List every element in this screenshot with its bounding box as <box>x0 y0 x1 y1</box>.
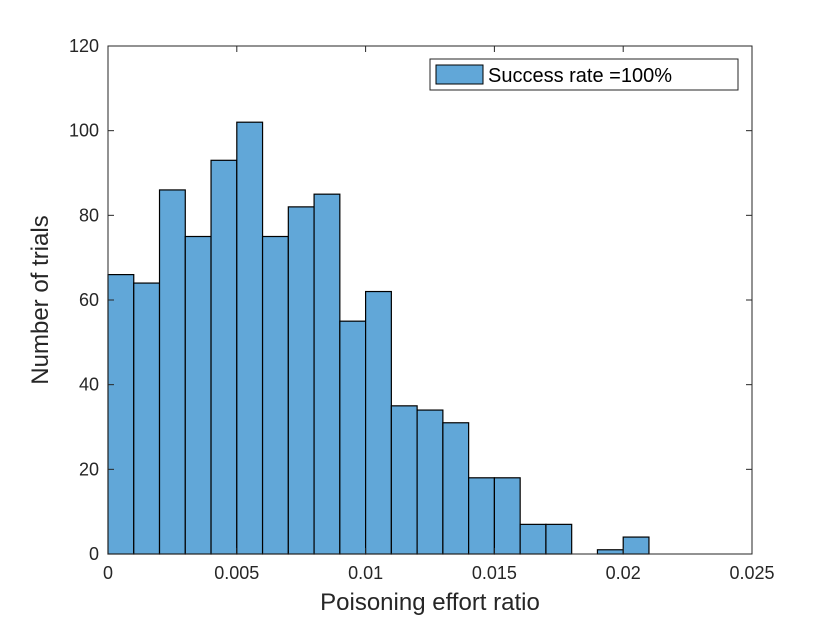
bars-group <box>107 121 650 555</box>
y-tick-label: 0 <box>89 544 99 564</box>
y-tick-label: 20 <box>79 459 99 479</box>
x-tick-label: 0.015 <box>472 563 517 583</box>
histogram-bar <box>442 422 470 555</box>
y-tick-label: 120 <box>69 36 99 56</box>
histogram-bar <box>261 235 289 555</box>
histogram-bar <box>133 282 161 555</box>
x-tick-label: 0.025 <box>729 563 774 583</box>
x-tick-label: 0 <box>103 563 113 583</box>
histogram-bar <box>519 523 547 555</box>
histogram-bar <box>236 121 264 555</box>
y-axis-label: Number of trials <box>27 215 54 384</box>
histogram-bar <box>287 206 315 555</box>
histogram-bar <box>390 405 418 555</box>
histogram-bar <box>158 189 186 555</box>
histogram-bar <box>545 523 573 555</box>
x-tick-label: 0.005 <box>214 563 259 583</box>
histogram-bar <box>493 477 521 555</box>
y-tick-label: 100 <box>69 121 99 141</box>
y-tick-label: 80 <box>79 205 99 225</box>
y-tick-label: 60 <box>79 290 99 310</box>
histogram-bar <box>622 536 650 555</box>
histogram-bar <box>184 235 212 555</box>
histogram-bar <box>107 274 135 555</box>
histogram-bar <box>210 159 238 555</box>
ticks-group: 0 0.005 0.01 0.015 0.02 0.025 0 20 40 60 80 100 120 <box>69 36 775 583</box>
histogram-bar <box>468 477 496 555</box>
histogram-bar <box>365 290 392 555</box>
legend-swatch <box>435 64 484 85</box>
legend: Success rate =100% <box>429 58 739 91</box>
histogram-bar <box>313 193 341 555</box>
x-tick-label: 0.01 <box>348 563 383 583</box>
x-tick-label: 0.02 <box>606 563 641 583</box>
legend-label: Success rate =100% <box>488 65 672 87</box>
y-tick-label: 40 <box>79 375 99 395</box>
x-axis-label: Poisoning effort ratio <box>320 589 540 616</box>
histogram-bar <box>416 409 444 555</box>
histogram-bar <box>596 549 624 555</box>
histogram-bar <box>339 320 367 555</box>
